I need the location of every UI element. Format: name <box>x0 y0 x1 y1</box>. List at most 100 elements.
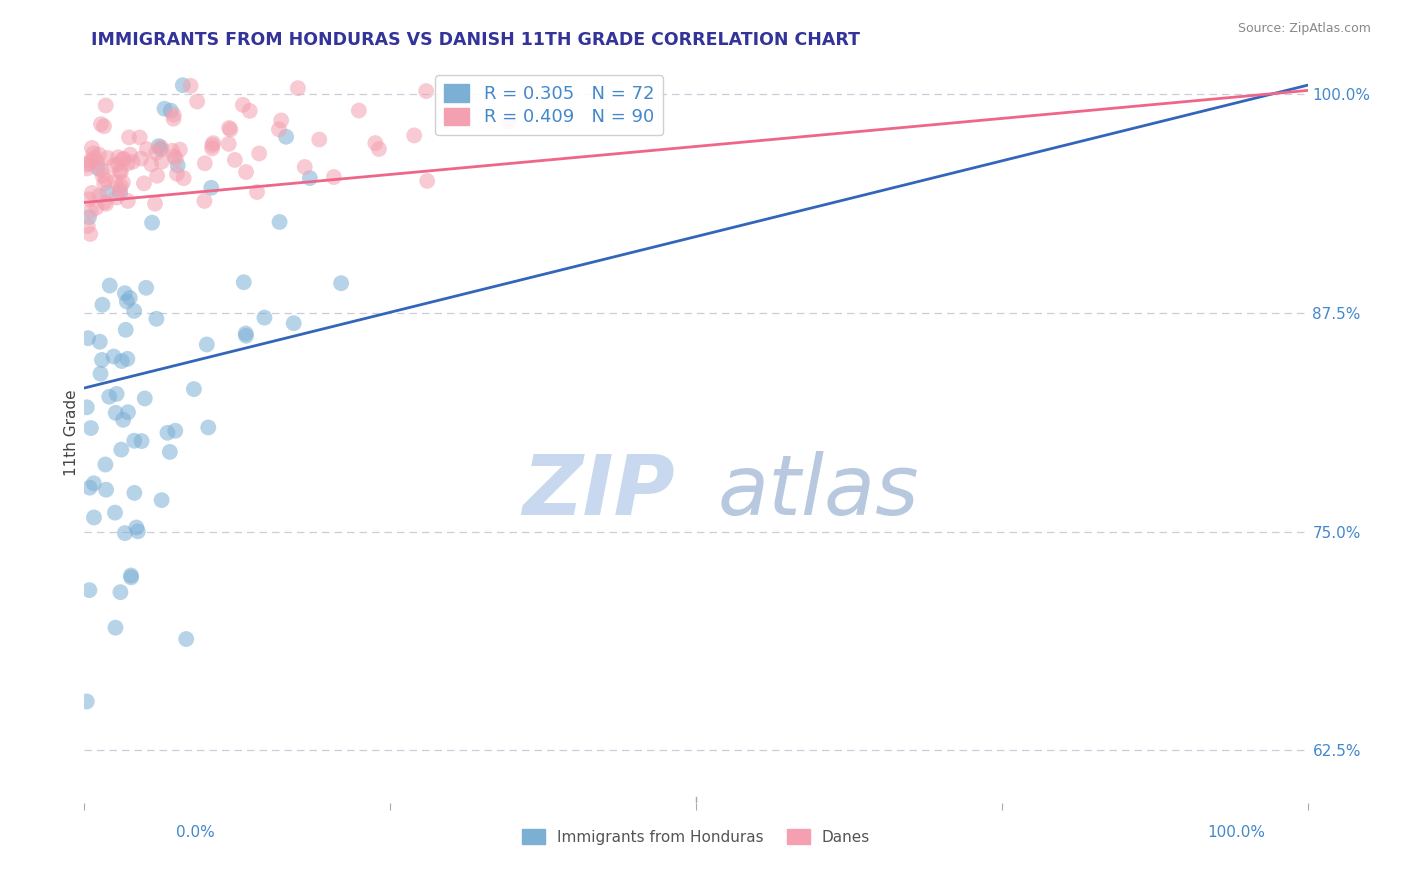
Text: 0.0%: 0.0% <box>176 825 215 840</box>
Point <box>120 570 142 584</box>
Point <box>103 159 125 173</box>
Point <box>96 186 118 200</box>
Point <box>308 132 330 146</box>
Point <box>91 353 114 368</box>
Point <box>200 181 222 195</box>
Point <box>202 136 225 150</box>
Point <box>104 506 127 520</box>
Point <box>160 144 183 158</box>
Point <box>415 84 437 98</box>
Point <box>218 120 240 135</box>
Point <box>82 146 104 161</box>
Point <box>134 392 156 406</box>
Point <box>80 421 103 435</box>
Point <box>224 153 246 167</box>
Point <box>141 216 163 230</box>
Point <box>129 152 152 166</box>
Point <box>156 425 179 440</box>
Point <box>94 483 117 497</box>
Point <box>166 167 188 181</box>
Point <box>110 585 132 599</box>
Point <box>87 161 110 175</box>
Point <box>77 192 100 206</box>
Point <box>118 291 141 305</box>
Point <box>110 165 132 179</box>
Point <box>90 117 112 131</box>
Point <box>197 420 219 434</box>
Point <box>86 201 108 215</box>
Point <box>114 526 136 541</box>
Point <box>80 186 103 200</box>
Point <box>112 413 135 427</box>
Point <box>76 401 98 415</box>
Point <box>128 130 150 145</box>
Point <box>121 154 143 169</box>
Text: atlas: atlas <box>717 451 920 533</box>
Point <box>105 190 128 204</box>
Point <box>153 102 176 116</box>
Point <box>143 196 166 211</box>
Point <box>107 150 129 164</box>
Point <box>117 351 139 366</box>
Point <box>86 155 108 169</box>
Point <box>368 142 391 156</box>
Point <box>103 350 125 364</box>
Point <box>163 149 186 163</box>
Point <box>180 78 202 93</box>
Point <box>111 354 134 368</box>
Point <box>83 476 105 491</box>
Y-axis label: 11th Grade: 11th Grade <box>63 389 79 476</box>
Point <box>235 326 257 341</box>
Point <box>79 227 101 241</box>
Point <box>94 98 117 112</box>
Point <box>117 405 139 419</box>
Point <box>120 568 142 582</box>
Point <box>246 185 269 199</box>
Point <box>104 175 127 189</box>
Point <box>141 157 163 171</box>
Point <box>270 113 292 128</box>
Point <box>79 583 101 598</box>
Point <box>283 316 305 330</box>
Point <box>98 278 121 293</box>
Point <box>115 294 138 309</box>
Point <box>107 157 129 171</box>
Point <box>201 138 224 153</box>
Point <box>235 165 257 179</box>
Point <box>347 103 370 118</box>
Point <box>117 194 139 208</box>
Point <box>117 156 139 170</box>
Point <box>80 153 103 168</box>
Point <box>110 178 132 193</box>
Point <box>118 130 141 145</box>
Point <box>89 334 111 349</box>
Point <box>83 152 105 166</box>
Point <box>150 493 173 508</box>
Point <box>173 171 195 186</box>
Point <box>193 194 215 208</box>
Point <box>287 81 309 95</box>
Point <box>91 169 114 183</box>
Text: Source: ZipAtlas.com: Source: ZipAtlas.com <box>1237 22 1371 36</box>
Point <box>108 186 131 201</box>
Point <box>108 164 131 178</box>
Point <box>169 143 191 157</box>
Point <box>94 458 117 472</box>
Point <box>135 142 157 156</box>
Point <box>135 281 157 295</box>
Point <box>194 156 217 170</box>
Point <box>294 160 316 174</box>
Point <box>114 323 136 337</box>
Point <box>148 139 170 153</box>
Point <box>87 147 110 161</box>
Text: 100.0%: 100.0% <box>1208 825 1265 840</box>
Point <box>93 177 115 191</box>
Point <box>146 169 169 183</box>
Point <box>77 156 100 170</box>
Point <box>239 103 262 118</box>
Point <box>76 694 98 708</box>
Point <box>122 304 145 318</box>
Point <box>131 434 153 448</box>
Point <box>416 174 439 188</box>
Text: IMMIGRANTS FROM HONDURAS VS DANISH 11TH GRADE CORRELATION CHART: IMMIGRANTS FROM HONDURAS VS DANISH 11TH … <box>91 31 860 49</box>
